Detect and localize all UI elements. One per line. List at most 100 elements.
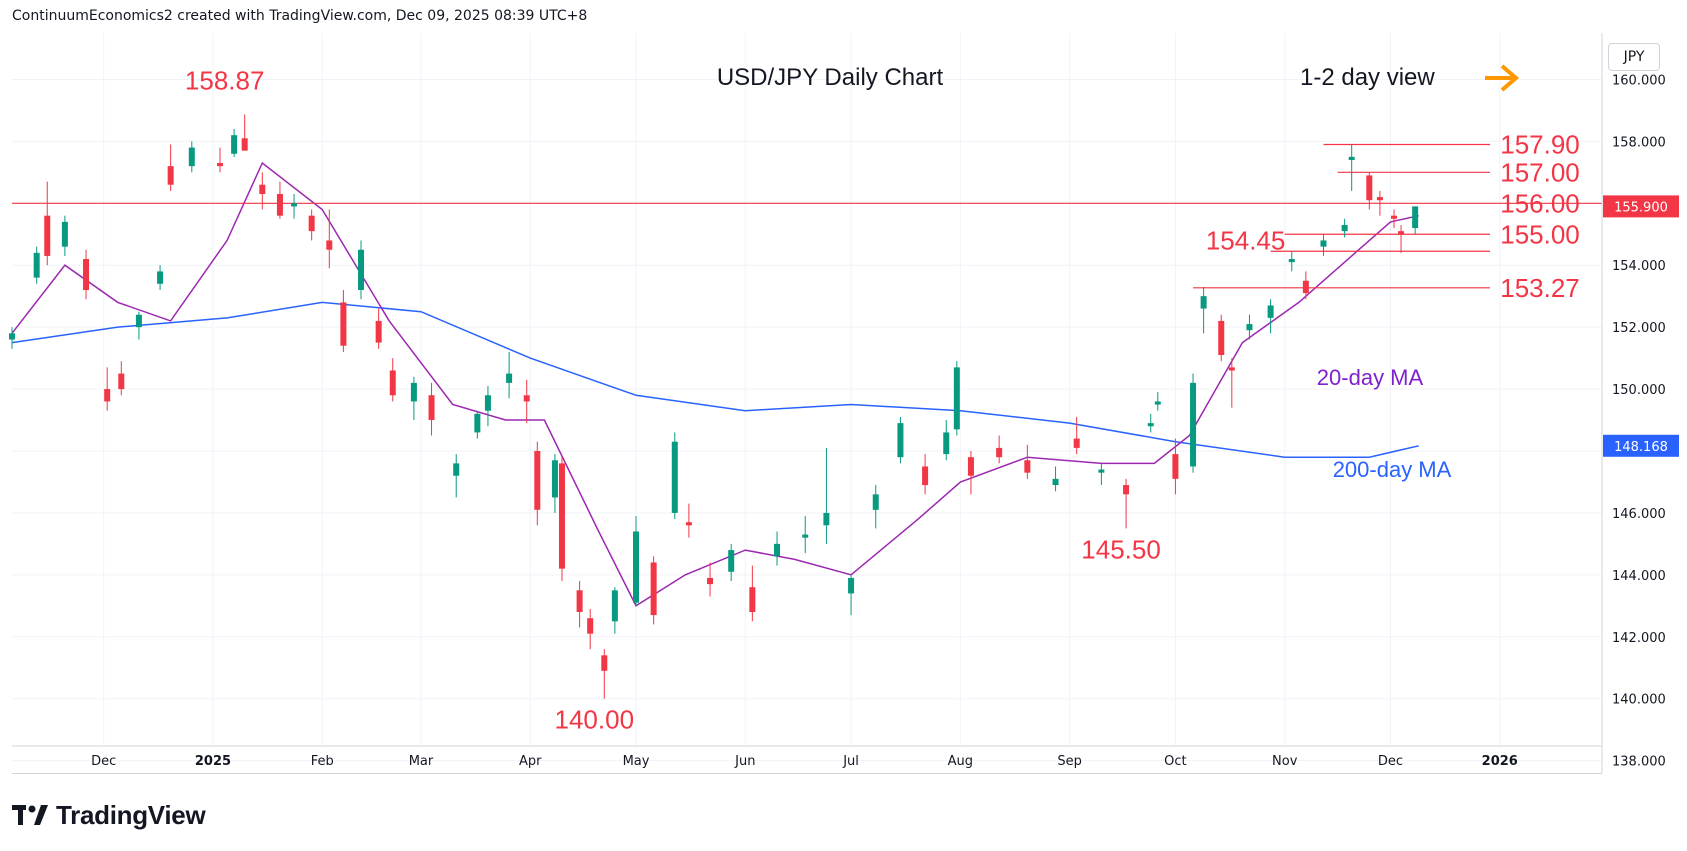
annotation-label: 154.45 [1206, 225, 1286, 255]
price-tick-label: 154.000 [1612, 259, 1666, 274]
candle-body [506, 373, 513, 383]
candle-body [685, 522, 692, 526]
candle-body [897, 423, 904, 458]
time-tick-label: Dec [1378, 754, 1403, 769]
candle-body [259, 184, 266, 195]
candle-body [1390, 215, 1397, 219]
time-tick-label: Aug [948, 754, 973, 769]
candle-body [231, 135, 238, 154]
price-tick-label: 142.000 [1612, 631, 1666, 646]
candle-body [167, 166, 174, 185]
candle-body [707, 577, 714, 585]
ma200-line [11, 301, 1419, 458]
candle-body [118, 373, 125, 390]
candle-body [728, 550, 735, 572]
candle-body [1154, 401, 1161, 405]
candle-body [872, 494, 879, 510]
candle-body [1341, 224, 1348, 232]
candle-body [922, 466, 929, 486]
candle-body [1052, 478, 1059, 486]
annotation-label: 140.00 [555, 705, 635, 735]
candle-body [135, 314, 142, 328]
candle-body [9, 333, 15, 340]
annotation-label: 155.00 [1500, 219, 1580, 249]
candle-body [576, 590, 583, 612]
candle-body [1398, 231, 1405, 235]
time-tick-label: May [623, 754, 650, 769]
candle-body [1366, 175, 1373, 201]
candle-body [326, 240, 333, 250]
annotations: 158.87 140.00 145.50 154.45 157.90157.00156.… [185, 65, 1580, 734]
time-axis: Dec 2025 Feb Mar Apr May Jun Jul Aug Sep Oct Nov Dec… [12, 745, 1602, 769]
annotation-label: 158.87 [185, 65, 265, 95]
time-tick-label: Feb [311, 754, 334, 769]
candle-body [1376, 197, 1383, 201]
tradingview-logo[interactable]: TradingView [12, 800, 206, 831]
candle-body [1218, 320, 1225, 356]
price-tick-label: 150.000 [1612, 383, 1666, 398]
time-tick-label: Mar [409, 754, 434, 769]
price-tick-label: 146.000 [1612, 507, 1666, 522]
candle-body [1348, 156, 1355, 160]
candle-body [996, 447, 1003, 458]
candle-body [1200, 296, 1207, 309]
candle-body [1302, 280, 1309, 294]
candle-body [1147, 423, 1154, 427]
candle-body [611, 590, 618, 622]
annotation-label: 145.50 [1081, 534, 1161, 564]
price-tick-label: 152.000 [1612, 321, 1666, 336]
chart-frame [12, 33, 1602, 774]
candle-body [83, 259, 90, 290]
currency-selector[interactable]: JPY [1608, 43, 1660, 71]
time-tick-label: Apr [519, 754, 542, 769]
ma20-line-path [11, 161, 1419, 607]
time-tick-label: Dec [91, 754, 116, 769]
candle-body [1172, 454, 1179, 479]
candle-body [1190, 382, 1197, 467]
candle-body [587, 618, 594, 634]
time-tick-label: Jun [734, 754, 755, 769]
candle-body [340, 302, 347, 346]
ma200-line-path [11, 301, 1419, 458]
candle-body [474, 413, 481, 433]
annotation-label: 153.27 [1500, 273, 1580, 303]
time-tick-label: Nov [1272, 754, 1298, 769]
time-tick-label: Jul [842, 754, 859, 769]
ma200-price-badge: 148.168 [1614, 440, 1668, 455]
price-chart[interactable]: 138.000140.000142.000144.000146.000148.0… [0, 0, 1687, 800]
candle-body [1288, 259, 1295, 263]
candle-body [104, 389, 111, 402]
arrow-right-icon [1485, 64, 1520, 92]
candle-body [633, 531, 640, 603]
annotation-label: 157.00 [1500, 157, 1580, 187]
price-tick-label: 138.000 [1612, 755, 1666, 770]
price-axis: 138.000140.000142.000144.000146.000148.0… [1601, 33, 1679, 773]
candle-body [1267, 305, 1274, 318]
price-tick-label: 158.000 [1612, 135, 1666, 150]
candle-body [601, 655, 608, 671]
candle-body [308, 215, 315, 232]
candle-body [188, 147, 195, 167]
candle-body [1098, 469, 1105, 473]
candle-body [1412, 206, 1419, 229]
last-price-badge: 155.900 [1614, 200, 1668, 215]
annotation-label: 156.00 [1500, 188, 1580, 218]
candle-body [1123, 485, 1130, 495]
annotation-label: 200-day MA [1333, 457, 1452, 482]
candle-body [428, 395, 435, 421]
candle-body [389, 370, 396, 396]
candle-body [848, 577, 855, 594]
candle-body [33, 252, 40, 278]
tradingview-logo-icon [12, 804, 50, 827]
candle-body [774, 543, 781, 557]
candle-body [217, 163, 224, 167]
chart-title: USD/JPY Daily Chart [717, 64, 944, 91]
annotation-label: 157.90 [1500, 129, 1580, 159]
chart-attribution: ContinuumEconomics2 created with Trading… [12, 8, 588, 24]
annotation-label: 20-day MA [1317, 365, 1424, 390]
candle-body [671, 441, 678, 513]
candle-body [375, 320, 382, 343]
price-tick-label: 140.000 [1612, 693, 1666, 708]
candlestick-series [9, 114, 1419, 699]
candle-body [558, 463, 565, 569]
